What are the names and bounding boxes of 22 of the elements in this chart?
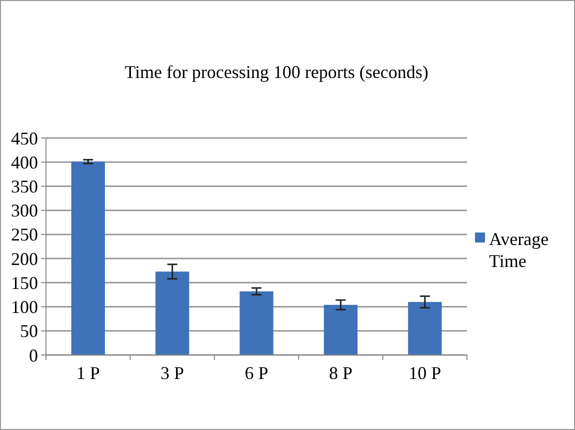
y-tick-label: 250 — [11, 224, 38, 245]
x-tick-label: 1 P — [76, 363, 100, 383]
y-tick-label: 50 — [20, 321, 38, 342]
y-tick-label: 100 — [11, 297, 38, 318]
x-tick-label: 8 P — [328, 363, 352, 383]
y-tick-label: 0 — [29, 345, 38, 366]
bar — [155, 272, 190, 355]
y-tick-label: 350 — [11, 176, 38, 197]
y-tick-label: 150 — [11, 272, 38, 293]
y-tick-label: 200 — [11, 248, 38, 269]
bar — [240, 291, 274, 355]
y-tick-label: 300 — [11, 200, 38, 221]
x-tick-label: 10 P — [408, 363, 442, 383]
bar — [408, 302, 442, 355]
y-tick-label: 450 — [11, 128, 38, 148]
legend-label: Average Time — [489, 228, 549, 271]
bar — [71, 162, 105, 355]
y-tick-label: 400 — [11, 152, 38, 172]
bar — [324, 304, 358, 355]
x-tick-label: 3 P — [160, 363, 184, 383]
chart-title: Time for processing 100 reports (seconds) — [124, 62, 428, 82]
x-tick-label: 6 P — [244, 363, 268, 383]
